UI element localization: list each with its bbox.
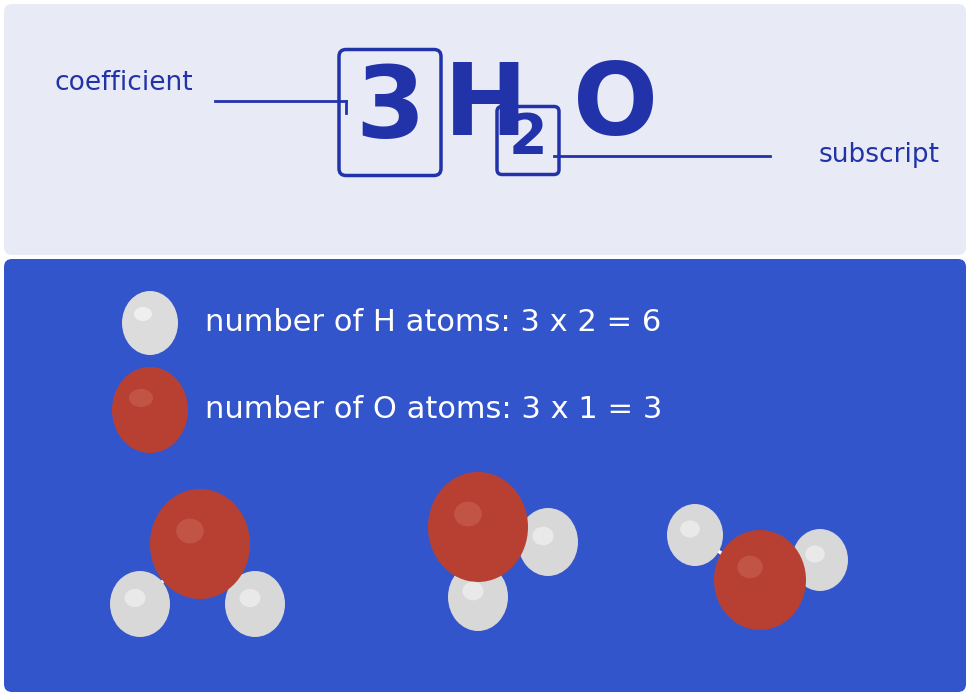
Ellipse shape xyxy=(804,545,824,563)
Ellipse shape xyxy=(736,556,762,579)
Text: number of O atoms: 3 x 1 = 3: number of O atoms: 3 x 1 = 3 xyxy=(204,396,662,424)
FancyBboxPatch shape xyxy=(4,4,965,255)
Ellipse shape xyxy=(453,502,482,527)
Text: coefficient: coefficient xyxy=(55,69,194,95)
Ellipse shape xyxy=(667,504,722,566)
Ellipse shape xyxy=(679,520,699,538)
Ellipse shape xyxy=(122,291,178,355)
FancyBboxPatch shape xyxy=(496,107,558,174)
Ellipse shape xyxy=(517,508,578,576)
Ellipse shape xyxy=(448,563,508,631)
Ellipse shape xyxy=(109,571,170,637)
Ellipse shape xyxy=(713,530,805,630)
Text: subscript: subscript xyxy=(818,143,939,168)
Ellipse shape xyxy=(239,589,261,607)
Ellipse shape xyxy=(134,307,152,321)
Ellipse shape xyxy=(124,589,145,607)
Text: H: H xyxy=(444,59,527,156)
Text: 2: 2 xyxy=(508,111,547,165)
FancyBboxPatch shape xyxy=(4,259,965,692)
Ellipse shape xyxy=(111,367,188,453)
Ellipse shape xyxy=(150,489,250,599)
Text: 3: 3 xyxy=(355,62,424,159)
Ellipse shape xyxy=(791,529,847,591)
Ellipse shape xyxy=(129,389,153,407)
Text: number of H atoms: 3 x 2 = 6: number of H atoms: 3 x 2 = 6 xyxy=(204,309,661,338)
FancyBboxPatch shape xyxy=(338,50,441,176)
Text: O: O xyxy=(573,59,658,156)
Ellipse shape xyxy=(225,571,285,637)
Ellipse shape xyxy=(427,472,527,582)
Ellipse shape xyxy=(176,518,203,543)
Ellipse shape xyxy=(532,527,553,545)
Ellipse shape xyxy=(462,582,483,601)
